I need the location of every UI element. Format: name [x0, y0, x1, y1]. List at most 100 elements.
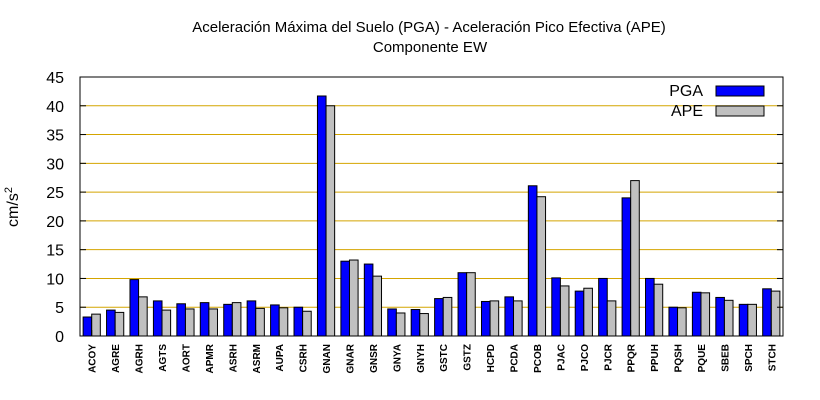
x-tick-label: ASRM: [252, 344, 263, 373]
svg-text:cm/s2: cm/s2: [3, 187, 22, 227]
bar-ape-pcob: [536, 196, 547, 337]
bar-pga-agts: [152, 300, 163, 337]
x-tick-label: PJCO: [580, 344, 591, 371]
bar-pga-gnar: [340, 260, 350, 337]
bar-ape-gstz: [466, 272, 476, 337]
bar-pga-asrm: [246, 300, 257, 337]
bar-pga-pque: [691, 291, 702, 337]
bar-pga-hcpd: [480, 300, 491, 337]
bar-pga-asrh: [223, 303, 233, 337]
x-tick-label: AORT: [181, 344, 192, 372]
bar-pga-pjac: [551, 277, 561, 337]
bar-ape-hcpd: [489, 300, 500, 337]
bar-pga-acoy: [82, 316, 93, 337]
x-tick-label: SPCH: [744, 344, 755, 372]
x-tick-label: GSTZ: [463, 344, 474, 371]
x-tick-label: AGRH: [135, 344, 146, 373]
x-tick-label: PQSH: [674, 344, 685, 372]
x-tick-label: HCPD: [486, 344, 497, 372]
bar-ape-spch: [747, 303, 757, 337]
bar-pga-csrh: [293, 306, 304, 337]
y-tick-label: 5: [55, 300, 64, 317]
bar-ape-pjcr: [606, 300, 617, 337]
bar-pga-agrh: [129, 279, 140, 337]
y-axis-ticks: 0 5 10 15 20 25 30 35 40 45: [46, 70, 783, 346]
bar-pga-gstc: [434, 298, 444, 337]
x-tick-label: GNYH: [416, 344, 427, 373]
y-tick-label: 45: [46, 70, 64, 87]
x-axis-ticks: ACOY AGRE AGRH AGTS AORT APMR ASRH ASRM AUPA CSRH…: [88, 330, 778, 373]
bar-ape-pjac: [559, 285, 570, 337]
y-tick-label: 35: [46, 128, 64, 145]
bar-pga-gnyh: [410, 309, 421, 337]
legend: PGA APE: [669, 83, 765, 120]
x-tick-label: PCOB: [533, 344, 544, 373]
x-tick-label: SBEB: [720, 344, 731, 372]
plot-frame: [79, 76, 784, 337]
bar-ape-csrh: [302, 310, 312, 337]
y-tick-label: 30: [46, 156, 64, 173]
x-tick-label: PJAC: [556, 344, 567, 371]
bar-pga-gnya: [387, 308, 397, 337]
x-tick-label: GNSR: [369, 343, 380, 373]
bar-ape-stch: [770, 290, 781, 337]
y-axis-label: cm/s2: [3, 187, 22, 227]
y-tick-label: 40: [46, 99, 64, 116]
bar-ape-gnar: [348, 259, 359, 337]
bar-pga-agre: [106, 309, 116, 337]
x-tick-label: ASRH: [228, 344, 239, 372]
x-tick-label: AGTS: [158, 344, 169, 372]
bar-pga-pcob: [527, 185, 538, 337]
bar-ape-ppqr: [630, 180, 640, 337]
bar-ape-asrm: [255, 307, 265, 337]
bar-pga-stch: [762, 288, 772, 337]
bar-ape-apmr: [208, 308, 218, 337]
bar-ape-agts: [161, 309, 172, 337]
grid-layer: [80, 105, 783, 308]
y-axis-unit: cm/s: [5, 193, 22, 227]
bar-ape-gnsr: [372, 275, 383, 337]
bar-ape-aort: [184, 308, 195, 337]
x-tick-label: STCH: [767, 344, 778, 371]
bar-ape-ppuh: [653, 283, 664, 337]
bar-pga-pcda: [504, 296, 515, 337]
y-tick-label: 10: [46, 271, 64, 288]
bar-pga-pqsh: [668, 306, 679, 337]
bar-ape-acoy: [91, 313, 101, 337]
y-axis-unit-superscript: 2: [3, 187, 15, 193]
x-tick-label: GSTC: [439, 344, 450, 372]
y-tick-label: 15: [46, 243, 64, 260]
legend-swatch-ape: [715, 105, 765, 117]
bar-ape-gnyh: [419, 313, 429, 337]
bar-pga-sbeb: [715, 296, 725, 337]
bar-ape-agrh: [138, 296, 148, 337]
bar-pga-gnsr: [363, 263, 374, 337]
bar-pga-ppqr: [621, 197, 632, 337]
y-tick-label: 25: [46, 185, 64, 202]
bar-ape-pqsh: [677, 307, 687, 337]
x-tick-label: PPUH: [650, 344, 661, 372]
x-tick-label: GNAN: [322, 344, 333, 373]
bar-ape-pcda: [513, 300, 523, 337]
bar-pga-ppuh: [645, 277, 655, 337]
bar-ape-pque: [700, 292, 711, 337]
chart-subtitle: Componente EW: [373, 39, 488, 56]
x-tick-label: AUPA: [275, 344, 286, 372]
legend-swatch-pga: [715, 85, 765, 97]
x-tick-label: PPQR: [627, 343, 638, 372]
bar-ape-gnan: [325, 105, 336, 337]
x-tick-label: GNAR: [345, 343, 356, 373]
x-tick-label: PQUE: [697, 344, 708, 373]
bar-pga-gnan: [316, 95, 327, 337]
bar-ape-gstc: [442, 296, 453, 337]
legend-label-ape: APE: [671, 103, 703, 120]
bar-pga-spch: [738, 303, 749, 337]
x-tick-label: CSRH: [299, 344, 310, 372]
x-tick-label: ACOY: [88, 344, 99, 373]
bar-ape-agre: [114, 311, 125, 337]
bar-ape-pjco: [583, 287, 593, 337]
bars-layer: [82, 95, 781, 337]
bar-ape-aupa: [278, 307, 289, 337]
